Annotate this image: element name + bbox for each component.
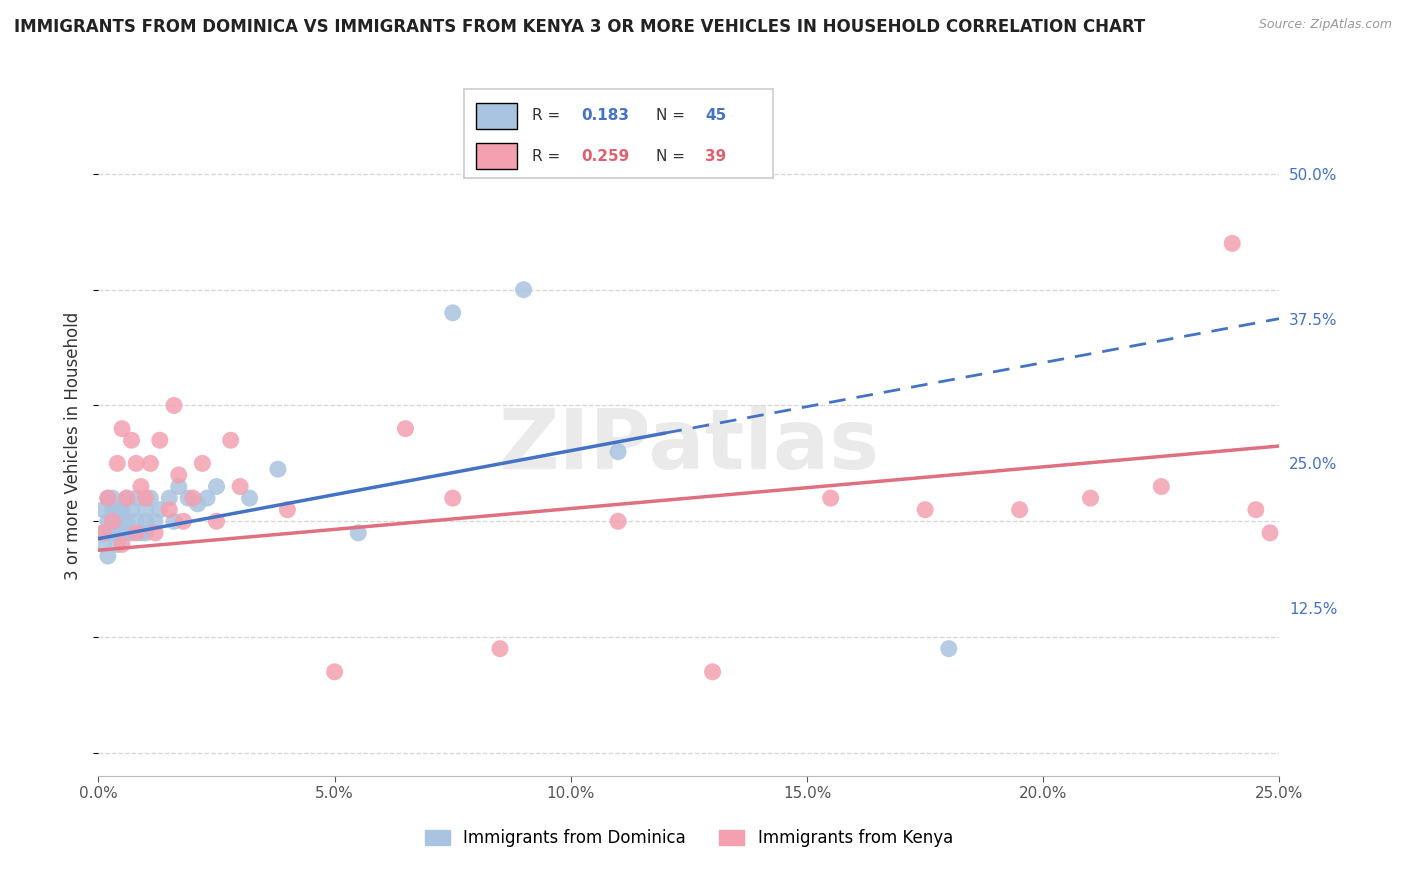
Point — [101, 491, 124, 505]
Point — [820, 491, 842, 505]
Point — [441, 491, 464, 505]
Text: N =: N = — [655, 109, 689, 123]
Point — [143, 514, 166, 528]
Point — [172, 514, 194, 528]
Point — [97, 549, 120, 563]
Point — [91, 502, 114, 516]
Point — [149, 434, 172, 448]
Text: ZIPatlas: ZIPatlas — [499, 406, 879, 486]
Text: IMMIGRANTS FROM DOMINICA VS IMMIGRANTS FROM KENYA 3 OR MORE VEHICLES IN HOUSEHOL: IMMIGRANTS FROM DOMINICA VS IMMIGRANTS F… — [14, 18, 1146, 36]
Text: Source: ZipAtlas.com: Source: ZipAtlas.com — [1258, 18, 1392, 31]
Point — [125, 525, 148, 540]
Point — [91, 525, 114, 540]
Point — [125, 514, 148, 528]
Point — [177, 491, 200, 505]
Point — [205, 479, 228, 493]
Point — [105, 514, 128, 528]
Point — [489, 641, 512, 656]
Point — [187, 497, 209, 511]
Point — [111, 422, 134, 436]
Text: R =: R = — [531, 149, 565, 163]
Point — [276, 502, 298, 516]
Point — [101, 502, 124, 516]
Point — [323, 665, 346, 679]
FancyBboxPatch shape — [477, 143, 517, 169]
Point — [97, 525, 120, 540]
Point — [181, 491, 204, 505]
Point — [105, 502, 128, 516]
Point — [195, 491, 218, 505]
Point — [191, 456, 214, 470]
Point — [512, 283, 534, 297]
Point — [129, 525, 152, 540]
Point — [97, 491, 120, 505]
Point — [121, 525, 143, 540]
Point — [115, 514, 138, 528]
Y-axis label: 3 or more Vehicles in Household: 3 or more Vehicles in Household — [65, 312, 83, 580]
Text: 0.183: 0.183 — [582, 109, 630, 123]
Point — [125, 456, 148, 470]
Point — [105, 456, 128, 470]
Point — [607, 444, 630, 458]
Text: 45: 45 — [706, 109, 727, 123]
Point — [105, 537, 128, 551]
Point — [1220, 236, 1243, 251]
Point — [91, 525, 114, 540]
Text: N =: N = — [655, 149, 689, 163]
Point — [121, 502, 143, 516]
Point — [139, 491, 162, 505]
Legend: Immigrants from Dominica, Immigrants from Kenya: Immigrants from Dominica, Immigrants fro… — [418, 822, 960, 854]
Point — [97, 491, 120, 505]
Point — [91, 537, 114, 551]
Point — [219, 434, 242, 448]
Point — [347, 525, 370, 540]
Point — [167, 479, 190, 493]
Text: R =: R = — [531, 109, 565, 123]
Point — [97, 514, 120, 528]
Point — [239, 491, 262, 505]
Point — [702, 665, 724, 679]
Point — [135, 525, 157, 540]
Point — [163, 514, 186, 528]
Point — [115, 491, 138, 505]
Point — [1258, 525, 1281, 540]
Point — [938, 641, 960, 656]
Point — [1150, 479, 1173, 493]
Point — [101, 514, 124, 528]
Point — [205, 514, 228, 528]
Point — [139, 456, 162, 470]
Point — [125, 491, 148, 505]
Point — [167, 467, 190, 482]
Point — [143, 525, 166, 540]
Point — [1080, 491, 1102, 505]
Point — [135, 491, 157, 505]
Point — [111, 525, 134, 540]
Point — [607, 514, 630, 528]
Text: 0.259: 0.259 — [582, 149, 630, 163]
Point — [267, 462, 290, 476]
Point — [1008, 502, 1031, 516]
Point — [135, 514, 157, 528]
Point — [157, 502, 180, 516]
Point — [394, 422, 416, 436]
Point — [157, 491, 180, 505]
Point — [111, 502, 134, 516]
Point — [121, 434, 143, 448]
Text: 39: 39 — [706, 149, 727, 163]
Point — [101, 514, 124, 528]
Point — [135, 502, 157, 516]
Point — [111, 537, 134, 551]
Point — [1244, 502, 1267, 516]
Point — [149, 502, 172, 516]
Point — [115, 491, 138, 505]
Point — [115, 525, 138, 540]
FancyBboxPatch shape — [477, 103, 517, 129]
Point — [163, 399, 186, 413]
Point — [101, 525, 124, 540]
Point — [441, 306, 464, 320]
Point — [914, 502, 936, 516]
Point — [229, 479, 252, 493]
Point — [111, 514, 134, 528]
Point — [129, 479, 152, 493]
